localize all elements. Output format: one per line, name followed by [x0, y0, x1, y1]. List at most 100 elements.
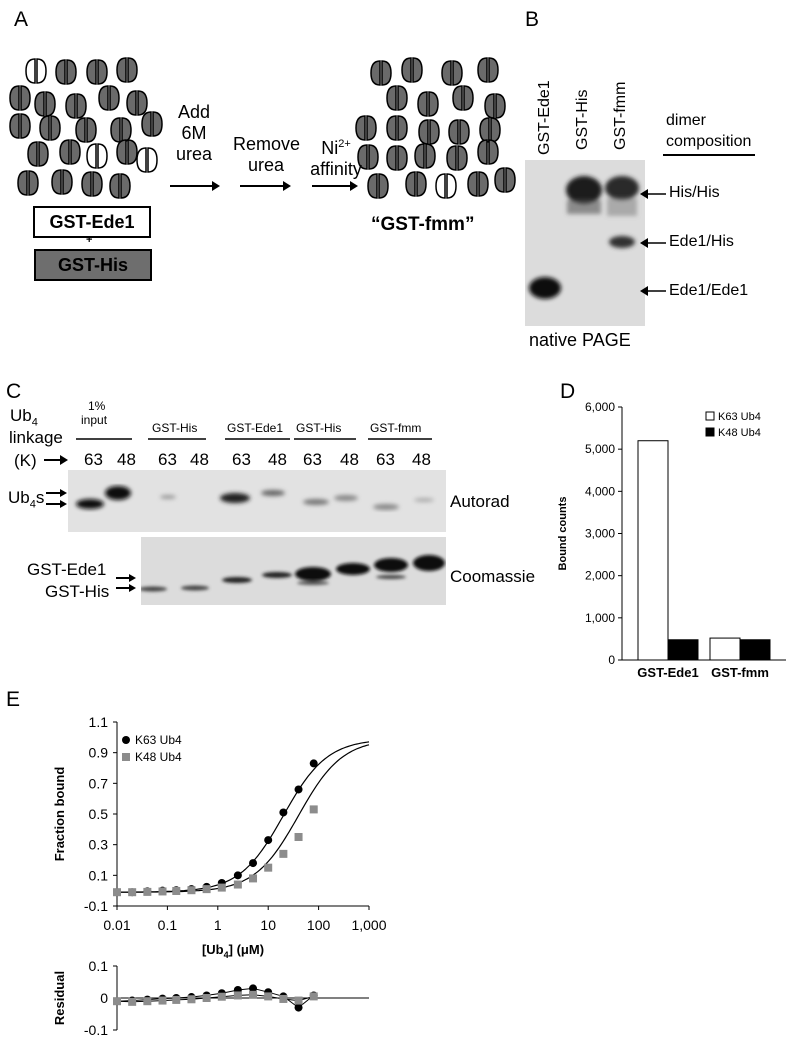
dimer-half-right	[457, 145, 468, 171]
data-point-k63	[113, 888, 121, 897]
data-point-k63	[143, 887, 152, 896]
legend-label: K63 Ub4	[135, 733, 182, 747]
dimer-half-right	[92, 171, 103, 197]
x-tick-label: 0.1	[158, 917, 178, 933]
fit-curve	[117, 744, 370, 893]
dimer-half-left	[477, 139, 488, 165]
band-label-ede1-his: Ede1/His	[669, 233, 734, 250]
data-point-k48	[249, 874, 258, 883]
arrow-step2	[240, 181, 291, 191]
data-point-k63	[158, 886, 167, 895]
residual-point-k48	[309, 992, 318, 1001]
dimer-half-right	[137, 90, 148, 116]
dimer-left	[81, 171, 103, 197]
dimer-half-right	[76, 93, 87, 119]
dimer-half-right	[38, 141, 49, 167]
linkage-number: 63	[232, 450, 251, 469]
dimer-right	[405, 171, 427, 197]
residual-point-k48	[172, 995, 181, 1004]
legend-label: K48 Ub4	[135, 750, 182, 764]
lane-label-gst-fmm: GST-fmm	[612, 81, 629, 150]
step3-affinity: affinity	[310, 159, 362, 179]
dimer-half-left	[86, 59, 97, 85]
ub4s-label: Ub4s	[8, 488, 44, 510]
gst-fmm-product-label: “GST-fmm”	[371, 214, 475, 235]
dimer-half-right	[488, 139, 499, 165]
dimer-half-right	[429, 119, 440, 145]
linkage-label: linkage	[9, 428, 63, 447]
autorad-gel	[68, 470, 446, 532]
dimer-right	[477, 57, 499, 83]
y-tick-label: 3,000	[585, 527, 615, 541]
band-label-his-his: His/His	[669, 184, 720, 201]
data-point-k48	[143, 887, 152, 896]
dimer-half-left	[467, 171, 478, 197]
x-label-sub: 4	[224, 950, 229, 960]
y-tick-label: 6,000	[585, 400, 615, 414]
x-tick-label: 0.01	[103, 917, 130, 933]
data-point-k48	[217, 883, 226, 892]
dimer-right	[386, 85, 408, 111]
residual-y-tick-label: 0	[100, 990, 108, 1006]
dimer-half-right	[45, 91, 56, 117]
linkage-number: 48	[268, 450, 287, 469]
x-tick-label: 1,000	[351, 917, 386, 933]
data-point-k63	[279, 808, 288, 817]
residual-point-k48	[233, 991, 242, 1000]
dimer-header-underline	[663, 154, 755, 156]
dimer-half-left	[98, 85, 109, 111]
residual-point-k63	[187, 993, 196, 1002]
legend-marker	[122, 753, 130, 761]
legend-marker	[122, 736, 130, 744]
dimer-left	[98, 85, 120, 111]
dimer-half-left	[34, 91, 45, 117]
dimer-half-right	[381, 60, 392, 86]
y-tick-label: 0.5	[89, 806, 109, 822]
data-point-k48	[128, 888, 137, 897]
autorad-label: Autorad	[450, 492, 510, 511]
dimer-half-left	[367, 173, 378, 199]
dimer-half-right	[463, 85, 474, 111]
dimer-half-left	[484, 93, 495, 119]
data-point-k63	[233, 871, 242, 880]
ub4s-sub: 4	[29, 498, 36, 511]
residual-point-k48	[143, 997, 152, 1006]
ub4-label: Ub4	[10, 406, 38, 428]
x-tick-label: 1	[214, 917, 222, 933]
linkage-number: 48	[340, 450, 359, 469]
group-label-gst-ede1: GST-Ede1	[227, 421, 284, 435]
dimer-left	[75, 117, 97, 143]
dimer-half-right	[20, 113, 31, 139]
residual-point-k48	[187, 995, 196, 1004]
dimer-left	[86, 143, 108, 169]
data-point-k63	[128, 888, 137, 897]
native-page-label: native PAGE	[529, 330, 631, 350]
dimer-half-right	[20, 85, 31, 111]
data-point-k48	[279, 849, 288, 858]
dimer-right	[435, 173, 457, 199]
dimer-right	[417, 91, 439, 117]
residual-point-k48	[217, 992, 226, 1001]
dimer-right	[414, 143, 436, 169]
dimer-half-left	[116, 57, 127, 83]
dimer-left	[116, 139, 138, 165]
dimer-half-left	[435, 173, 446, 199]
dimer-right	[484, 93, 506, 119]
input-label-line1: 1%	[88, 399, 106, 413]
data-point-k63	[294, 785, 303, 794]
dimer-half-left	[405, 171, 416, 197]
dimer-left	[110, 117, 132, 143]
dimer-right	[370, 60, 392, 86]
coomassie-gel	[141, 537, 446, 605]
category-label: GST-fmm	[711, 665, 769, 680]
residual-y-tick-label: -0.1	[84, 1022, 108, 1038]
dimer-half-right	[459, 119, 470, 145]
residual-point-k48	[294, 996, 303, 1005]
data-point-k48	[187, 886, 196, 895]
y-tick-label: 0.1	[89, 867, 109, 883]
bar	[739, 639, 771, 661]
dimer-right	[479, 117, 501, 143]
y-axis-label: Bound counts	[557, 497, 569, 571]
dimer-half-right	[428, 91, 439, 117]
dimer-half-left	[448, 119, 459, 145]
